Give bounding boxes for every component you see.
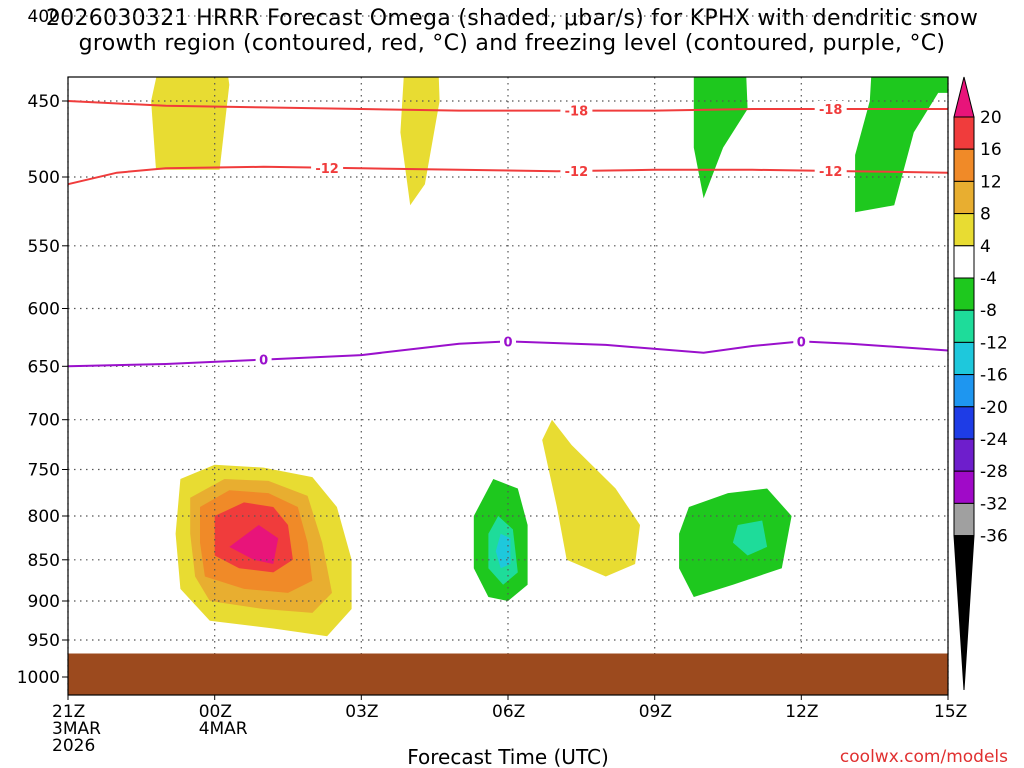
y-tick-label-650: 650 [28, 357, 60, 377]
x-tick-label-0-0: 21Z [52, 702, 85, 722]
chart-title: 2026030321 HRRR Forecast Omega (shaded, … [0, 6, 1024, 56]
omega-positive-06z [542, 419, 640, 577]
colorbar-swatch-5 [953, 277, 975, 311]
contour-label--18-1: -18 [819, 103, 843, 118]
x-tick-label-6-0: 03Z [345, 702, 378, 722]
colorbar-swatch-2 [953, 180, 975, 215]
colorbar-swatch-8 [953, 374, 975, 408]
y-tick-label-800: 800 [28, 507, 60, 527]
y-tick-label-400: 400 [28, 7, 60, 27]
colorbar-label-3: 8 [980, 205, 991, 225]
contour-label-0-1: 0 [503, 335, 512, 350]
contour-lines-layer: -18 -18 -12 -12 -12 0 0 0 [67, 100, 949, 369]
omega-positive-column-04z [400, 77, 440, 206]
colorbar-label-12: -32 [980, 494, 1008, 514]
colorbar-swatch-12 [953, 502, 975, 537]
y-tick-label-600: 600 [28, 300, 60, 320]
y-tick-label-550: 550 [28, 237, 60, 257]
colorbar-top-arrow [953, 76, 975, 118]
colorbar-label-8: -16 [980, 366, 1008, 386]
x-tick-label-3-0: 00Z [199, 702, 232, 722]
contour-line--12 [67, 165, 949, 186]
omega-shading-layer [151, 77, 948, 637]
colorbar-label-9: -20 [980, 398, 1008, 418]
colorbar-label-2: 12 [980, 172, 1002, 192]
x-tick-label-18-0: 15Z [934, 702, 967, 722]
title-line-1: 2026030321 HRRR Forecast Omega (shaded, … [45, 6, 979, 31]
contour-label--12-0: -12 [315, 162, 339, 177]
colorbar-swatch-10 [953, 438, 975, 472]
x-tick-label-3-1: 4MAR [199, 719, 248, 739]
colorbar-label-13: -36 [980, 527, 1008, 547]
contour-label-bg-0-0 [255, 351, 272, 368]
contour-label-0-2: 0 [797, 335, 806, 350]
x-tick-label-9-0: 06Z [492, 702, 525, 722]
contour-label-bg--18-0 [560, 102, 593, 119]
contour-label-0-0: 0 [259, 354, 268, 369]
colorbar-bottom-arrow [953, 535, 975, 691]
colorbar-swatch-3 [953, 213, 975, 247]
colorbar-swatch-1 [953, 148, 975, 182]
x-tick-label-0-2: 2026 [52, 736, 95, 756]
y-tick-label-950: 950 [28, 631, 60, 651]
colorbar-label-0: 20 [980, 108, 1002, 128]
contour-label-bg-0-1 [500, 333, 516, 350]
contour-label-bg--12-0 [311, 159, 344, 176]
ground-layer [68, 653, 948, 695]
y-tick-label-450: 450 [28, 92, 60, 112]
y-tick-label-500: 500 [28, 168, 60, 188]
contour-label--12-1: -12 [565, 165, 589, 180]
colorbar-label-6: -8 [980, 301, 997, 321]
contour-label--18-0: -18 [565, 105, 589, 120]
contour-label--12-2: -12 [819, 165, 843, 180]
omega-positive-lower-00z-20 [229, 525, 279, 564]
colorbar: 20 16 12 8 4 -4 -8 -12 -16 -20 -24 -28 -32 -36 [953, 76, 1008, 691]
y-tick-label-700: 700 [28, 411, 60, 431]
colorbar-swatch-11 [953, 470, 975, 504]
colorbar-label-5: -4 [980, 269, 997, 289]
omega-negative-14z [855, 77, 948, 213]
title-line-2: growth region (contoured, red, °C) and f… [78, 31, 946, 56]
colorbar-label-1: 16 [980, 140, 1002, 160]
x-tick-label-15-0: 12Z [785, 702, 818, 722]
contour-label-bg-0-2 [793, 333, 810, 350]
watermark: coolwx.com/models [840, 747, 1008, 767]
contour-label-bg--12-1 [560, 162, 593, 179]
colorbar-label-4: 4 [980, 237, 991, 257]
colorbar-label-10: -24 [980, 430, 1008, 450]
x-tick-label-12-0: 09Z [639, 702, 672, 722]
contour-line--18 [67, 100, 948, 112]
colorbar-swatch-9 [953, 406, 975, 440]
omega-negative-10z [693, 77, 748, 199]
y-tick-label-850: 850 [28, 551, 60, 571]
y-tick-label-750: 750 [28, 461, 60, 481]
colorbar-swatch-6 [953, 309, 975, 343]
colorbar-swatch-0 [953, 116, 975, 150]
colorbar-swatch-7 [953, 341, 975, 376]
x-axis-label: Forecast Time (UTC) [407, 745, 609, 768]
contour-label-bg--18-1 [814, 101, 847, 117]
omega-positive-upper-left [151, 77, 230, 170]
y-axis: 2503003504004505005506006507007508008509… [17, 7, 68, 688]
y-tick-label-900: 900 [28, 592, 60, 612]
colorbar-label-11: -28 [980, 462, 1008, 482]
colorbar-label-7: -12 [980, 333, 1008, 353]
colorbar-swatch-4 [953, 245, 975, 279]
ground-surface [68, 653, 948, 695]
x-tick-label-0-1: 3MAR [52, 719, 101, 739]
contour-label-bg--12-2 [814, 162, 847, 179]
omega-negative-10z-lower-8 [732, 520, 768, 556]
y-tick-label-1000: 1000 [17, 668, 60, 688]
